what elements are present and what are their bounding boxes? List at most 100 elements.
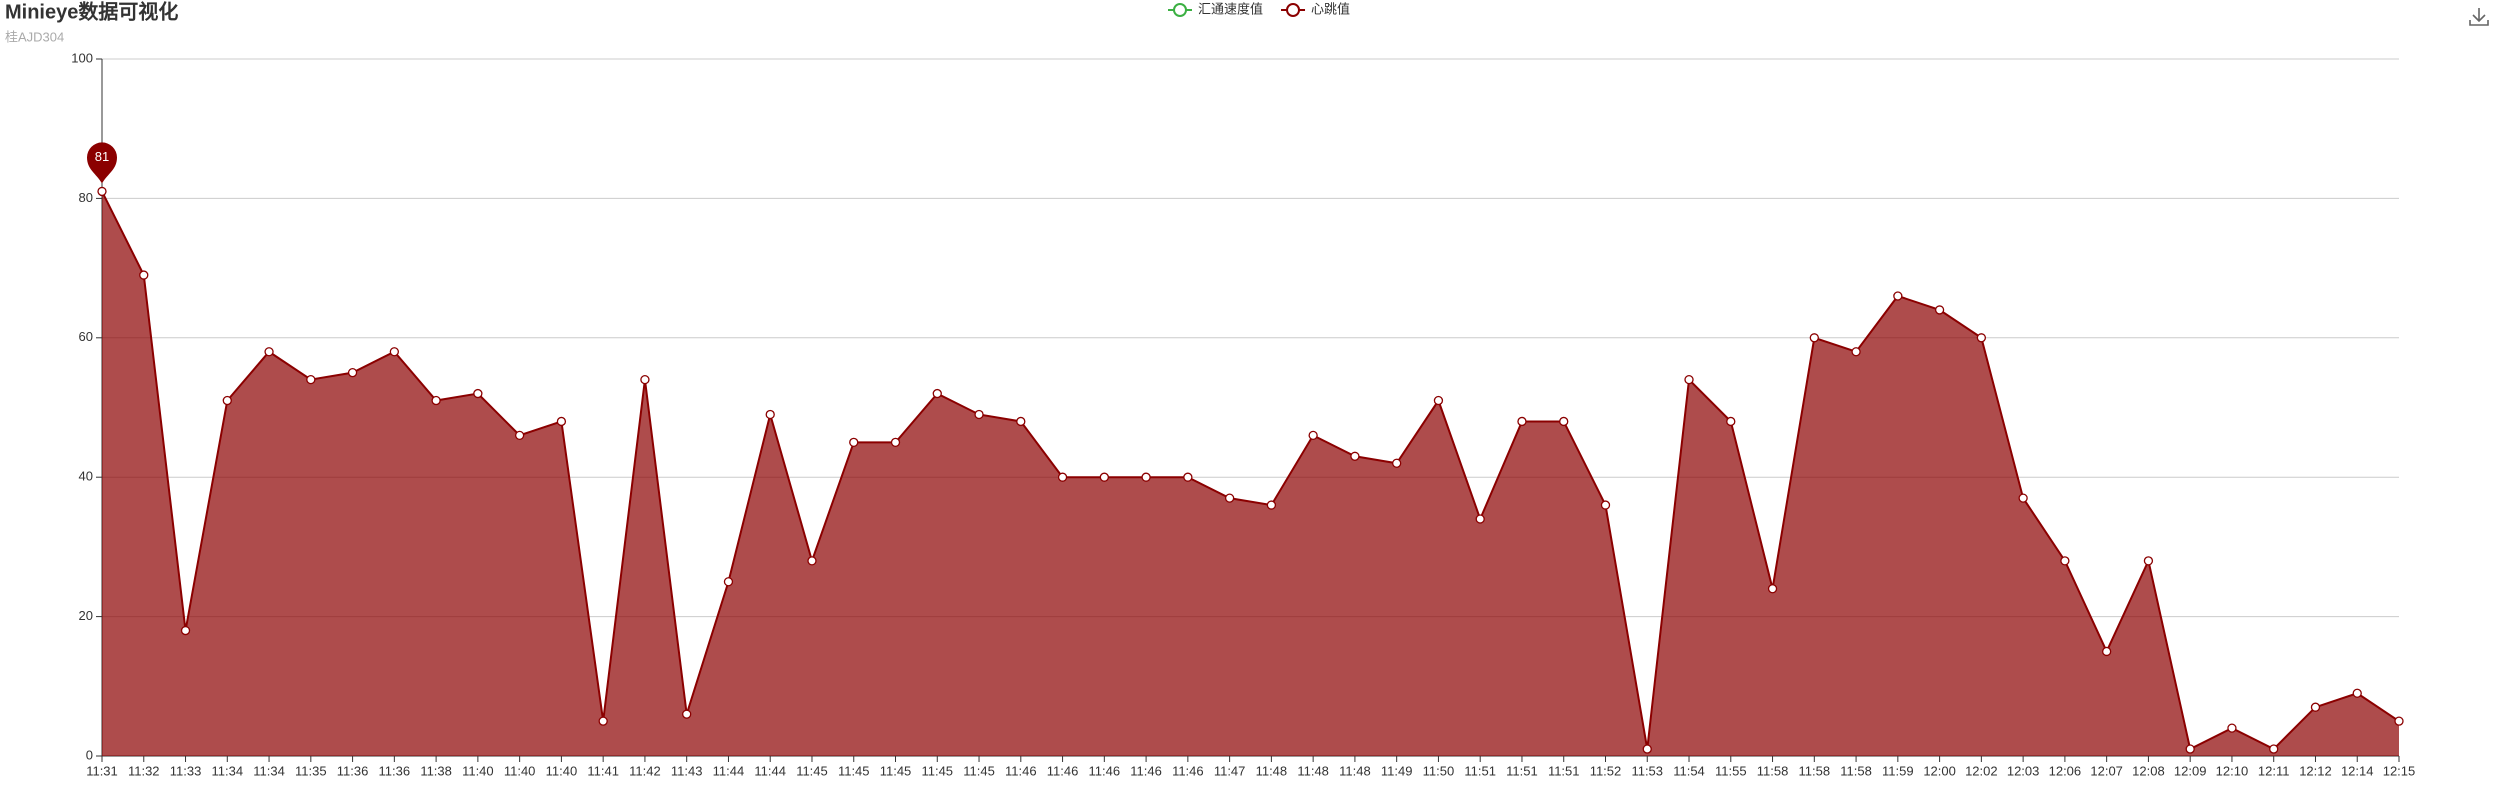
x-tick-label: 11:58 xyxy=(1799,763,1831,778)
x-tick-label: 11:51 xyxy=(1506,763,1538,778)
data-point xyxy=(2352,688,2362,698)
data-point xyxy=(807,556,817,566)
data-point xyxy=(974,409,984,420)
data-point xyxy=(473,388,483,399)
x-tick-label: 11:41 xyxy=(587,763,619,778)
x-tick-label: 11:53 xyxy=(1631,763,1663,778)
x-tick-label: 12:12 xyxy=(2299,763,2332,778)
x-tick-label: 11:55 xyxy=(1715,763,1747,778)
x-tick-label: 12:03 xyxy=(2007,763,2040,778)
data-point xyxy=(723,577,734,587)
x-tick-label: 11:46 xyxy=(1005,763,1037,778)
x-tick-label: 11:44 xyxy=(713,763,745,778)
y-tick-label: 100 xyxy=(71,50,93,65)
data-point xyxy=(2310,702,2321,712)
x-tick-label: 11:32 xyxy=(128,763,160,778)
x-tick-label: 11:35 xyxy=(295,763,327,778)
x-tick-label: 12:09 xyxy=(2174,763,2207,778)
x-tick-label: 11:51 xyxy=(1464,763,1496,778)
x-tick-label: 11:46 xyxy=(1089,763,1121,778)
legend-symbol xyxy=(1286,3,1301,17)
x-tick-label: 11:46 xyxy=(1172,763,1204,778)
data-point xyxy=(389,347,399,357)
data-point xyxy=(598,716,608,726)
max-marker xyxy=(87,142,117,184)
data-point xyxy=(97,186,107,197)
x-tick-label: 11:50 xyxy=(1423,763,1455,778)
x-tick-label: 12:11 xyxy=(2258,763,2290,778)
x-tick-label: 11:59 xyxy=(1882,763,1914,778)
y-tick-label: 80 xyxy=(79,190,93,205)
x-tick-label: 12:02 xyxy=(1965,763,1998,778)
data-point xyxy=(2018,493,2028,503)
data-point xyxy=(180,625,191,636)
x-tick-label: 11:45 xyxy=(880,763,912,778)
x-tick-label: 12:07 xyxy=(2090,763,2123,778)
legend-label: 心跳值 xyxy=(1311,1,1350,16)
x-tick-label: 11:40 xyxy=(546,763,578,778)
data-point xyxy=(1057,472,1068,482)
data-point xyxy=(1266,500,1277,510)
x-tick-label: 11:49 xyxy=(1381,763,1413,778)
area-fill xyxy=(102,191,2399,756)
data-point xyxy=(1183,472,1193,482)
x-tick-label: 11:34 xyxy=(253,763,285,778)
x-tick-label: 12:08 xyxy=(2132,763,2165,778)
data-point xyxy=(932,388,942,399)
data-point xyxy=(1684,374,1694,385)
data-point xyxy=(514,430,525,441)
x-tick-label: 12:00 xyxy=(1923,763,1956,778)
x-tick-label: 11:45 xyxy=(921,763,953,778)
data-point xyxy=(1934,305,1945,315)
x-tick-label: 11:36 xyxy=(379,763,411,778)
chart-subtitle: 桂AJD304 xyxy=(5,29,64,44)
x-tick-label: 11:33 xyxy=(170,763,202,778)
y-tick-label: 20 xyxy=(79,608,93,623)
data-point xyxy=(222,395,232,406)
data-point xyxy=(849,437,859,448)
legend-label: 汇通速度值 xyxy=(1198,1,1263,16)
x-tick-label: 11:48 xyxy=(1256,763,1288,778)
data-point xyxy=(2143,556,2154,566)
data-point xyxy=(1099,472,1109,482)
x-tick-label: 12:06 xyxy=(2049,763,2082,778)
data-point xyxy=(1851,347,1861,357)
data-point xyxy=(2185,744,2195,754)
data-point xyxy=(347,367,358,378)
x-tick-label: 12:14 xyxy=(2341,763,2374,778)
x-tick-label: 12:15 xyxy=(2383,763,2416,778)
data-point xyxy=(890,437,901,448)
data-point xyxy=(765,409,775,420)
data-point xyxy=(1809,333,1819,343)
data-point xyxy=(1893,291,1903,301)
x-tick-label: 11:43 xyxy=(671,763,703,778)
data-point xyxy=(2227,723,2237,733)
data-point xyxy=(1642,744,1652,754)
x-tick-label: 11:45 xyxy=(838,763,870,778)
data-point xyxy=(2269,744,2279,754)
data-point xyxy=(431,395,441,406)
x-tick-label: 11:40 xyxy=(462,763,494,778)
x-tick-label: 11:51 xyxy=(1548,763,1580,778)
x-tick-label: 11:40 xyxy=(504,763,536,778)
x-tick-label: 11:31 xyxy=(86,763,118,778)
x-tick-label: 11:48 xyxy=(1339,763,1371,778)
x-tick-label: 11:54 xyxy=(1673,763,1705,778)
data-point xyxy=(1016,416,1026,427)
data-point xyxy=(1392,458,1402,468)
data-point xyxy=(2102,646,2112,657)
data-point xyxy=(139,270,149,280)
data-point xyxy=(1517,416,1527,427)
data-point xyxy=(556,416,567,427)
download-glyph[interactable] xyxy=(2469,8,2489,26)
x-tick-label: 11:38 xyxy=(420,763,452,778)
x-tick-label: 11:45 xyxy=(963,763,995,778)
x-tick-label: 11:36 xyxy=(337,763,369,778)
x-tick-label: 11:46 xyxy=(1047,763,1079,778)
download-icon[interactable] xyxy=(2469,8,2489,26)
x-tick-label: 11:52 xyxy=(1590,763,1622,778)
data-point xyxy=(1433,395,1444,406)
data-point xyxy=(306,374,316,385)
data-point xyxy=(1726,416,1736,427)
